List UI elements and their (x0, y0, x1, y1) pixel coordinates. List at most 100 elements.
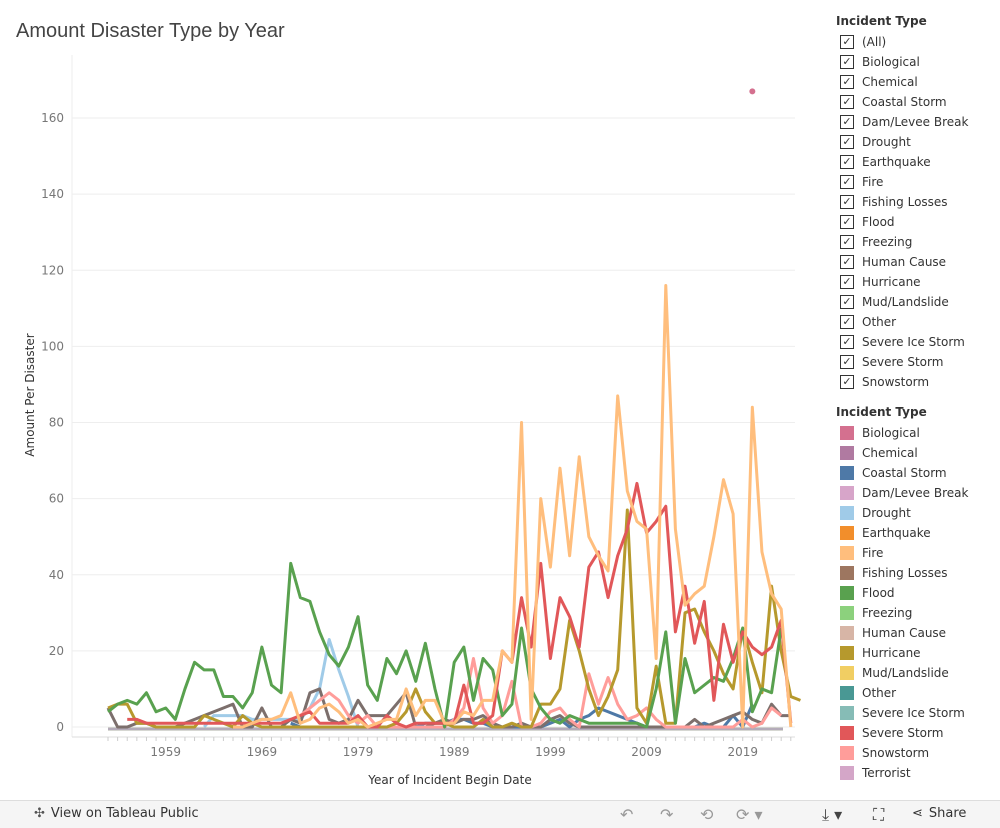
checkbox-checked-icon[interactable]: ✓ (840, 375, 854, 389)
share-icon: ⋖ (912, 806, 923, 821)
legend-item[interactable]: Chemical (836, 443, 968, 463)
undo-icon[interactable]: ↶ (620, 805, 634, 824)
y-tick-label: 160 (41, 111, 64, 125)
filter-item-label: Other (862, 315, 897, 329)
checkbox-checked-icon[interactable]: ✓ (840, 55, 854, 69)
y-tick-label: 120 (41, 263, 64, 277)
legend-item[interactable]: Severe Storm (836, 723, 968, 743)
filter-item[interactable]: ✓ Fire (836, 172, 968, 192)
legend-item[interactable]: Coastal Storm (836, 463, 968, 483)
legend-item[interactable]: Terrorist (836, 763, 968, 783)
filter-item[interactable]: ✓ Snowstorm (836, 372, 968, 392)
filter-item-label: Chemical (862, 75, 918, 89)
x-tick-label: 2009 (631, 745, 662, 759)
checkbox-checked-icon[interactable]: ✓ (840, 35, 854, 49)
legend-item-label: Chemical (862, 446, 918, 460)
filter-item[interactable]: ✓ Hurricane (836, 272, 968, 292)
x-tick-label: 2019 (727, 745, 758, 759)
legend-swatch (840, 726, 854, 740)
legend-item[interactable]: Human Cause (836, 623, 968, 643)
legend-item[interactable]: Earthquake (836, 523, 968, 543)
legend-item-label: Severe Ice Storm (862, 706, 965, 720)
legend-swatch (840, 626, 854, 640)
x-tick-label: 1989 (439, 745, 470, 759)
x-axis-label: Year of Incident Begin Date (367, 773, 531, 787)
checkbox-checked-icon[interactable]: ✓ (840, 235, 854, 249)
legend-item[interactable]: Mud/Landslide (836, 663, 968, 683)
filter-item[interactable]: ✓ Chemical (836, 72, 968, 92)
checkbox-checked-icon[interactable]: ✓ (840, 95, 854, 109)
y-tick-label: 80 (49, 416, 64, 430)
filter-item[interactable]: ✓ Earthquake (836, 152, 968, 172)
checkbox-checked-icon[interactable]: ✓ (840, 275, 854, 289)
share-button[interactable]: ⋖ Share (912, 806, 967, 821)
legend-item-label: Mud/Landslide (862, 666, 949, 680)
filter-item[interactable]: ✓ Coastal Storm (836, 92, 968, 112)
filter-item[interactable]: ✓ Flood (836, 212, 968, 232)
filter-item[interactable]: ✓ Severe Storm (836, 352, 968, 372)
legend-item-label: Hurricane (862, 646, 921, 660)
checkbox-checked-icon[interactable]: ✓ (840, 215, 854, 229)
filter-item-label: Drought (862, 135, 911, 149)
filter-item[interactable]: ✓ Mud/Landslide (836, 292, 968, 312)
download-icon[interactable]: ⤓ ▾ (822, 805, 843, 824)
checkbox-checked-icon[interactable]: ✓ (840, 355, 854, 369)
checkbox-checked-icon[interactable]: ✓ (840, 295, 854, 309)
x-tick-label: 1979 (343, 745, 374, 759)
legend-swatch (840, 526, 854, 540)
checkbox-checked-icon[interactable]: ✓ (840, 315, 854, 329)
incident-type-legend: Incident Type Biological Chemical Coastal … (836, 405, 968, 783)
checkbox-checked-icon[interactable]: ✓ (840, 335, 854, 349)
filter-item-label: Human Cause (862, 255, 947, 269)
filter-item[interactable]: ✓ Other (836, 312, 968, 332)
legend-swatch (840, 666, 854, 680)
legend-swatch (840, 486, 854, 500)
legend-item[interactable]: Drought (836, 503, 968, 523)
filter-item-label: Fishing Losses (862, 195, 948, 209)
filter-item[interactable]: ✓ Severe Ice Storm (836, 332, 968, 352)
legend-item[interactable]: Severe Ice Storm (836, 703, 968, 723)
legend-swatch (840, 566, 854, 580)
legend-item[interactable]: Dam/Levee Break (836, 483, 968, 503)
legend-item[interactable]: Hurricane (836, 643, 968, 663)
filter-item[interactable]: ✓ Biological (836, 52, 968, 72)
checkbox-checked-icon[interactable]: ✓ (840, 135, 854, 149)
revert-icon[interactable]: ⟲ (700, 805, 714, 824)
filter-item[interactable]: ✓ Dam/Levee Break (836, 112, 968, 132)
checkbox-checked-icon[interactable]: ✓ (840, 195, 854, 209)
filter-item-label: Earthquake (862, 155, 931, 169)
fullscreen-icon[interactable]: ⛶ (873, 805, 885, 824)
legend-item[interactable]: Freezing (836, 603, 968, 623)
incident-type-filter: Incident Type ✓ (All) ✓ Biological ✓ Chemical… (836, 14, 968, 392)
checkbox-checked-icon[interactable]: ✓ (840, 115, 854, 129)
legend-item[interactable]: Biological (836, 423, 968, 443)
filter-item[interactable]: ✓ (All) (836, 32, 968, 52)
filter-item[interactable]: ✓ Human Cause (836, 252, 968, 272)
legend-item-label: Snowstorm (862, 746, 930, 760)
filter-item-label: Biological (862, 55, 920, 69)
legend-swatch (840, 426, 854, 440)
checkbox-checked-icon[interactable]: ✓ (840, 75, 854, 89)
legend-swatch (840, 466, 854, 480)
legend-item-label: Coastal Storm (862, 466, 947, 480)
filter-item[interactable]: ✓ Drought (836, 132, 968, 152)
checkbox-checked-icon[interactable]: ✓ (840, 255, 854, 269)
y-tick-label: 0 (56, 720, 64, 734)
x-tick-label: 1999 (535, 745, 566, 759)
toolbar: ✣ View on Tableau Public ↶ ↷ ⟲ ⟳ ▾ ⤓ ▾ ⛶… (0, 800, 1000, 828)
filter-item[interactable]: ✓ Fishing Losses (836, 192, 968, 212)
line-chart: 0 20 40 60 80 100 120 140 160 1959 1969 1979 1989 199… (23, 55, 801, 787)
filter-item[interactable]: ✓ Freezing (836, 232, 968, 252)
view-on-tableau-public-button[interactable]: ✣ View on Tableau Public (34, 806, 199, 821)
checkbox-checked-icon[interactable]: ✓ (840, 155, 854, 169)
legend-item[interactable]: Fire (836, 543, 968, 563)
legend-item[interactable]: Fishing Losses (836, 563, 968, 583)
checkbox-checked-icon[interactable]: ✓ (840, 175, 854, 189)
redo-icon[interactable]: ↷ (660, 805, 674, 824)
legend-item[interactable]: Flood (836, 583, 968, 603)
legend-item[interactable]: Other (836, 683, 968, 703)
refresh-icon[interactable]: ⟳ ▾ (736, 805, 763, 824)
legend-item[interactable]: Snowstorm (836, 743, 968, 763)
legend-header: Incident Type (836, 405, 927, 419)
filter-item-label: Fire (862, 175, 884, 189)
